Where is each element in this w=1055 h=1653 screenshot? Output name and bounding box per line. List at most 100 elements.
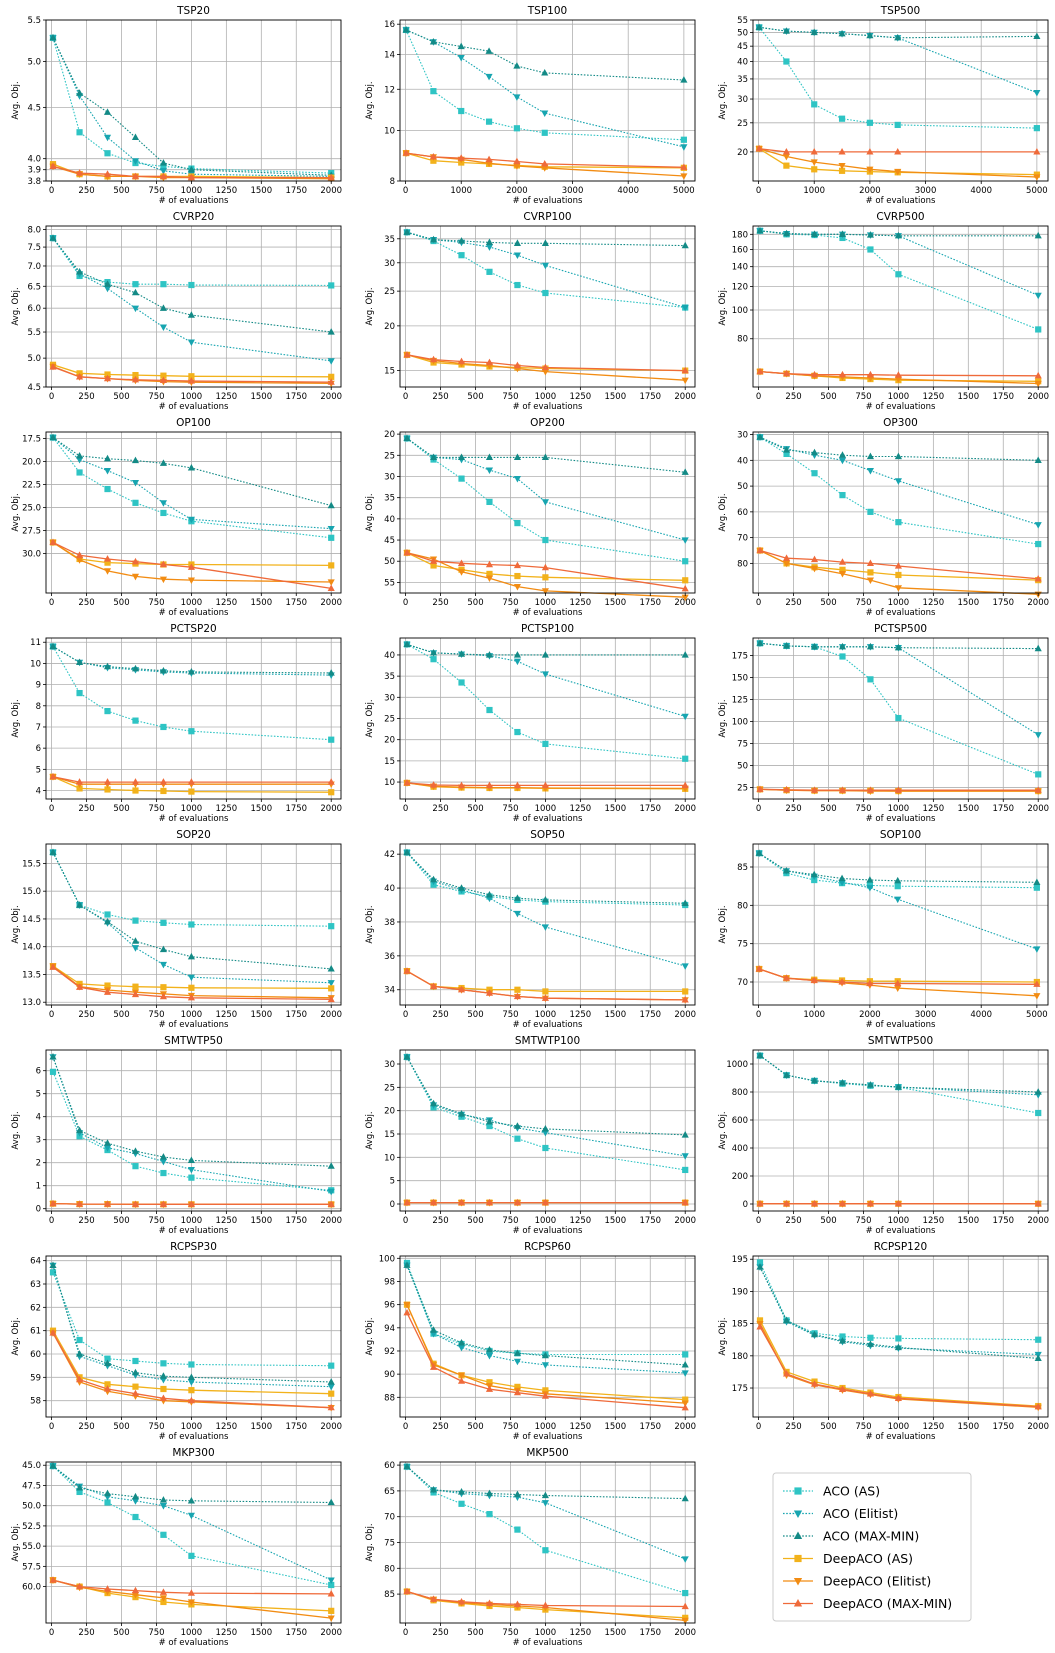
data-point-deepaco-as	[104, 982, 111, 989]
x-tick-label: 1250	[216, 1628, 238, 1638]
y-tick-label: 20	[384, 430, 395, 440]
x-tick-label: 1750	[639, 804, 661, 814]
data-point-aco-as	[486, 1122, 493, 1130]
y-axis-label: Avg. Obj.	[718, 493, 728, 531]
data-point-aco-as	[132, 1357, 139, 1365]
panel-rcpsp120: 0 250 500 750 1000 1250 1500 1750 2000 175 180 185 1…	[718, 1241, 1049, 1442]
data-point-deepaco-max-min	[103, 374, 112, 382]
x-tick-label: 2000	[506, 186, 528, 196]
data-point-aco-max-min	[838, 1337, 847, 1344]
chart-title: CVRP100	[523, 211, 571, 223]
data-point-aco-max-min	[429, 1099, 438, 1107]
y-axis-label: Avg. Obj.	[11, 1111, 21, 1149]
data-point-aco-max-min	[131, 1492, 140, 1500]
data-point-aco-as	[839, 653, 846, 660]
legend-marker	[793, 1510, 803, 1518]
y-tick-label: 8	[36, 702, 41, 712]
x-tick-label: 1250	[570, 1216, 592, 1226]
data-point-deepaco-max-min	[327, 995, 335, 1003]
data-point-deepaco-as	[188, 373, 195, 380]
data-point-aco-max-min	[756, 1051, 764, 1059]
data-point-aco-as	[541, 129, 548, 136]
x-tick-label: 750	[148, 804, 164, 814]
panel-sop50: 0 250 500 750 1000 1250 1500 1750 2000 34 36 38 40 42…	[365, 829, 696, 1030]
chart-title: SMTWTP500	[868, 1035, 933, 1047]
data-point-deepaco-max-min	[75, 551, 84, 558]
x-tick-label: 0	[756, 392, 761, 402]
data-point-deepaco-elitist	[513, 163, 521, 170]
data-point-deepaco-max-min	[680, 163, 688, 170]
x-axis-label: # of evaluations	[866, 1226, 936, 1236]
data-point-deepaco-max-min	[457, 1198, 466, 1206]
x-tick-label: 2000	[320, 598, 342, 608]
y-tick-label: 92	[384, 1347, 395, 1357]
data-point-aco-as	[514, 281, 521, 289]
plot-area	[46, 226, 341, 387]
data-point-deepaco-max-min	[159, 1200, 168, 1207]
data-point-deepaco-max-min	[75, 1375, 84, 1383]
data-point-deepaco-max-min	[103, 555, 112, 562]
data-point-deepaco-max-min	[782, 1199, 791, 1207]
x-axis-label: # of evaluations	[513, 608, 583, 618]
y-tick-label: 98	[384, 1277, 395, 1287]
data-point-deepaco-max-min	[187, 1200, 195, 1207]
data-point-aco-as	[542, 1547, 549, 1554]
data-point-aco-elitist	[894, 478, 902, 485]
data-point-aco-as	[104, 1499, 111, 1506]
data-point-aco-as	[867, 676, 874, 683]
axes-frame	[399, 225, 696, 388]
data-point-aco-max-min	[103, 280, 112, 287]
x-tick-label: 1750	[639, 1216, 661, 1226]
data-point-deepaco-max-min	[159, 560, 168, 568]
y-tick-label: 61	[30, 1327, 41, 1337]
y-tick-label: 100	[379, 1254, 395, 1264]
data-point-aco-max-min	[541, 1351, 549, 1359]
x-tick-label: 1750	[992, 804, 1014, 814]
x-axis-label: # of evaluations	[513, 196, 583, 206]
y-tick-label: 190	[732, 1287, 748, 1297]
data-point-aco-as	[513, 125, 520, 132]
y-tick-label: 22.5	[22, 480, 41, 490]
legend-label: DeepACO (AS)	[823, 1551, 913, 1566]
y-tick-label: 45	[737, 42, 748, 52]
x-tick-label: 1000	[181, 1216, 203, 1226]
data-point-aco-max-min	[513, 239, 522, 246]
x-tick-label: 750	[502, 598, 518, 608]
data-point-aco-max-min	[894, 231, 902, 239]
data-point-aco-max-min	[810, 642, 819, 650]
y-tick-label: 5.0	[27, 354, 41, 364]
data-point-aco-elitist	[681, 713, 689, 721]
y-tick-label: 0	[36, 1205, 41, 1215]
y-tick-label: 14.0	[22, 943, 41, 953]
x-tick-label: 500	[113, 1422, 129, 1432]
x-tick-label: 1500	[957, 804, 979, 814]
y-tick-label: 40	[737, 456, 748, 466]
data-point-deepaco-as	[132, 371, 139, 379]
x-axis-label: # of evaluations	[513, 402, 583, 412]
x-tick-label: 1500	[604, 1422, 626, 1432]
data-point-aco-elitist	[1033, 946, 1041, 953]
data-point-aco-elitist	[681, 963, 689, 970]
data-point-aco-max-min	[327, 1498, 335, 1506]
data-point-deepaco-elitist	[681, 594, 689, 602]
data-point-aco-max-min	[541, 239, 549, 246]
x-tick-label: 1000	[535, 598, 557, 608]
x-tick-label: 500	[467, 1422, 483, 1432]
y-tick-label: 50.0	[22, 1502, 41, 1512]
data-point-deepaco-max-min	[327, 1403, 335, 1411]
x-tick-label: 1000	[803, 1010, 825, 1020]
data-point-aco-max-min	[457, 1488, 466, 1495]
data-point-aco-as	[838, 115, 846, 122]
data-point-deepaco-max-min	[75, 983, 84, 990]
data-point-aco-elitist	[159, 1158, 168, 1166]
y-axis-label: Avg. Obj.	[718, 1317, 728, 1355]
data-point-deepaco-max-min	[131, 172, 140, 180]
x-axis-label: # of evaluations	[159, 402, 229, 412]
data-point-deepaco-elitist	[541, 369, 549, 376]
data-point-aco-as	[328, 1581, 335, 1589]
data-point-deepaco-max-min	[1034, 1199, 1042, 1207]
data-point-aco-as	[160, 1169, 167, 1177]
data-point-deepaco-elitist	[187, 577, 195, 584]
data-point-deepaco-max-min	[485, 1385, 494, 1392]
data-point-aco-elitist	[894, 896, 902, 904]
